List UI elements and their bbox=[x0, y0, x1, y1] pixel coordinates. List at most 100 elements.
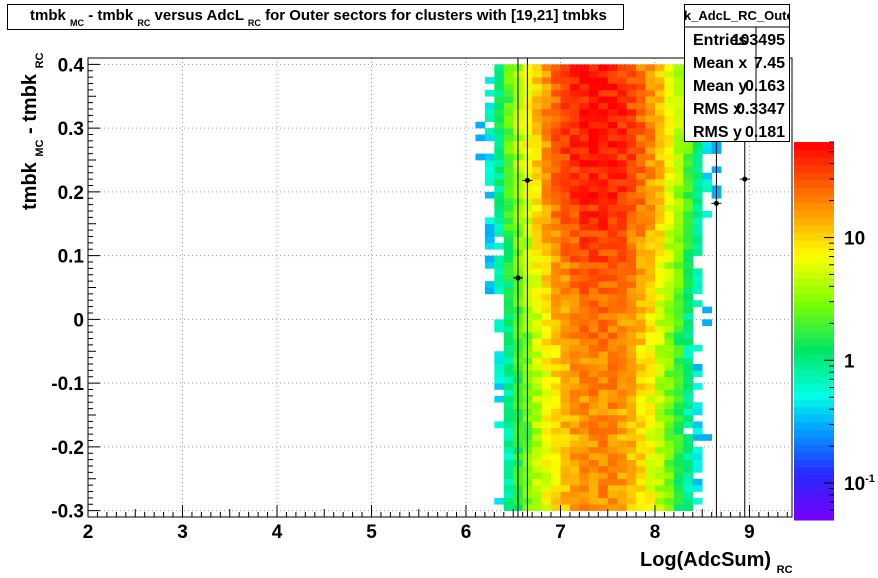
heatmap-cell-109 bbox=[503, 255, 514, 263]
heatmap-cell-136 bbox=[503, 83, 514, 91]
heatmap-cell-1118 bbox=[636, 70, 646, 78]
heatmap-cell-1420 bbox=[683, 370, 694, 378]
heatmap-cell-469 bbox=[551, 191, 561, 199]
heatmap-cell-660 bbox=[579, 313, 590, 320]
heatmap-cell-1088 bbox=[636, 262, 646, 269]
heatmap-cell-547 bbox=[560, 140, 571, 148]
heatmap-cell-47 bbox=[494, 204, 505, 212]
heatmap-cell-842 bbox=[607, 491, 618, 499]
heatmap-cell-964 bbox=[617, 160, 627, 167]
heatmap-cell-632 bbox=[579, 491, 590, 499]
heatmap-cell-1207 bbox=[654, 395, 665, 403]
heatmap-cell-589 bbox=[569, 319, 580, 327]
heatmap-cell-506 bbox=[560, 402, 571, 409]
heatmap-cell-790 bbox=[598, 376, 609, 384]
heatmap-cell-1205 bbox=[654, 408, 665, 416]
heatmap-cell-569 bbox=[569, 446, 580, 454]
heatmap-cell-1522 bbox=[702, 306, 712, 314]
heatmap-cell-1163 bbox=[645, 230, 656, 237]
heatmap-cell-123 bbox=[503, 166, 514, 174]
heatmap-cell-1454 bbox=[683, 153, 694, 161]
heatmap-cell-961 bbox=[617, 179, 627, 186]
heatmap-cell-540 bbox=[560, 185, 571, 193]
heatmap-cell-596 bbox=[569, 274, 580, 282]
heatmap-cell-537 bbox=[560, 204, 571, 212]
heatmap-cell-1313 bbox=[664, 166, 675, 174]
heatmap-cell-1113 bbox=[636, 102, 646, 110]
heatmap-cell-1197 bbox=[654, 459, 665, 467]
heatmap-cell-557 bbox=[560, 77, 571, 84]
heatmap-cell-843 bbox=[607, 485, 618, 492]
heatmap-cell-329 bbox=[532, 191, 542, 199]
heatmap-cell-973 bbox=[617, 102, 627, 110]
heatmap-cell-1044 bbox=[626, 96, 637, 103]
colorbar-step-13 bbox=[794, 414, 834, 423]
heatmap-cell-1256 bbox=[654, 83, 665, 91]
heatmap-cell-1074 bbox=[636, 351, 646, 358]
heatmap-cell-694 bbox=[579, 96, 590, 103]
heatmap-cell-543 bbox=[560, 166, 571, 174]
heatmap-cell-1408 bbox=[683, 453, 694, 460]
heatmap-cell-1492 bbox=[692, 236, 703, 244]
heatmap-cell-296 bbox=[532, 402, 542, 409]
heatmap-cell-528 bbox=[560, 262, 571, 269]
heatmap-cell-614 bbox=[569, 160, 580, 167]
heatmap-cell-978 bbox=[617, 70, 627, 78]
heatmap-cell-1312 bbox=[664, 172, 675, 180]
heatmap-cell-1299 bbox=[664, 255, 675, 263]
heatmap-cell-1284 bbox=[664, 351, 675, 358]
heatmap-cell-110 bbox=[503, 249, 514, 256]
heatmap-cell-1025 bbox=[626, 217, 637, 225]
heatmap-cell-1196 bbox=[654, 466, 665, 473]
heatmap-cell-370 bbox=[541, 376, 552, 384]
heatmap-cell-722 bbox=[588, 364, 599, 371]
colorbar-step-36 bbox=[794, 240, 834, 249]
heatmap-cell-27 bbox=[494, 395, 505, 403]
heatmap-cell-497 bbox=[560, 459, 571, 467]
heatmap-cell-761 bbox=[588, 115, 599, 123]
heatmap-cell-532 bbox=[560, 236, 571, 244]
heatmap-cell-860 bbox=[607, 376, 618, 384]
heatmap-cell-349 bbox=[532, 64, 542, 72]
colorbar-step-15 bbox=[794, 399, 834, 408]
heatmap-cell-303 bbox=[532, 357, 542, 365]
heatmap-cell-846 bbox=[607, 466, 618, 473]
heatmap-cell-48 bbox=[494, 198, 505, 205]
heatmap-cell-958 bbox=[617, 198, 627, 205]
heatmap-cell-432 bbox=[551, 427, 561, 435]
heatmap-cell-1452 bbox=[683, 166, 694, 174]
heatmap-cell-1169 bbox=[645, 191, 656, 199]
heatmap-cell-1323 bbox=[664, 102, 675, 110]
heatmap-cell-1367 bbox=[673, 268, 684, 276]
heatmap-cell-1108 bbox=[636, 134, 646, 142]
heatmap-cell-1158 bbox=[645, 262, 656, 269]
heatmap-cell-832 bbox=[598, 109, 609, 116]
heatmap-cell-584 bbox=[569, 351, 580, 358]
heatmap-cell-93 bbox=[503, 357, 514, 365]
colorbar-step-12 bbox=[794, 421, 834, 430]
heatmap-cell-97 bbox=[503, 332, 514, 339]
heatmap-cell-1310 bbox=[664, 185, 675, 193]
heatmap-cell-353 bbox=[541, 485, 552, 492]
heatmap-cell-1199 bbox=[654, 446, 665, 454]
heatmap-cell-1140 bbox=[645, 376, 656, 384]
heatmap-cell-946 bbox=[617, 274, 627, 282]
heatmap-cell-1348 bbox=[673, 389, 684, 397]
heatmap-cell-0 bbox=[475, 153, 486, 161]
heatmap-cell-772 bbox=[598, 491, 609, 499]
heatmap-cell-753 bbox=[588, 166, 599, 174]
heatmap-cell-448 bbox=[551, 325, 561, 333]
heatmap-cell-1216 bbox=[654, 338, 665, 346]
heatmap-cell-1437 bbox=[683, 262, 694, 269]
heatmap-cell-1040 bbox=[626, 121, 637, 129]
heatmap-cell-624 bbox=[569, 96, 580, 103]
heatmap-cell-988 bbox=[626, 453, 637, 460]
colorbar-step-24 bbox=[794, 331, 834, 340]
heatmap-cell-802 bbox=[598, 300, 609, 307]
heatmap-cell-1386 bbox=[673, 147, 684, 154]
heatmap-cell-89 bbox=[503, 383, 514, 390]
heatmap-cell-1321 bbox=[664, 115, 675, 123]
heatmap-cell-867 bbox=[607, 332, 618, 339]
heatmap-cell-847 bbox=[607, 459, 618, 467]
colorbar-step-38 bbox=[794, 225, 834, 234]
